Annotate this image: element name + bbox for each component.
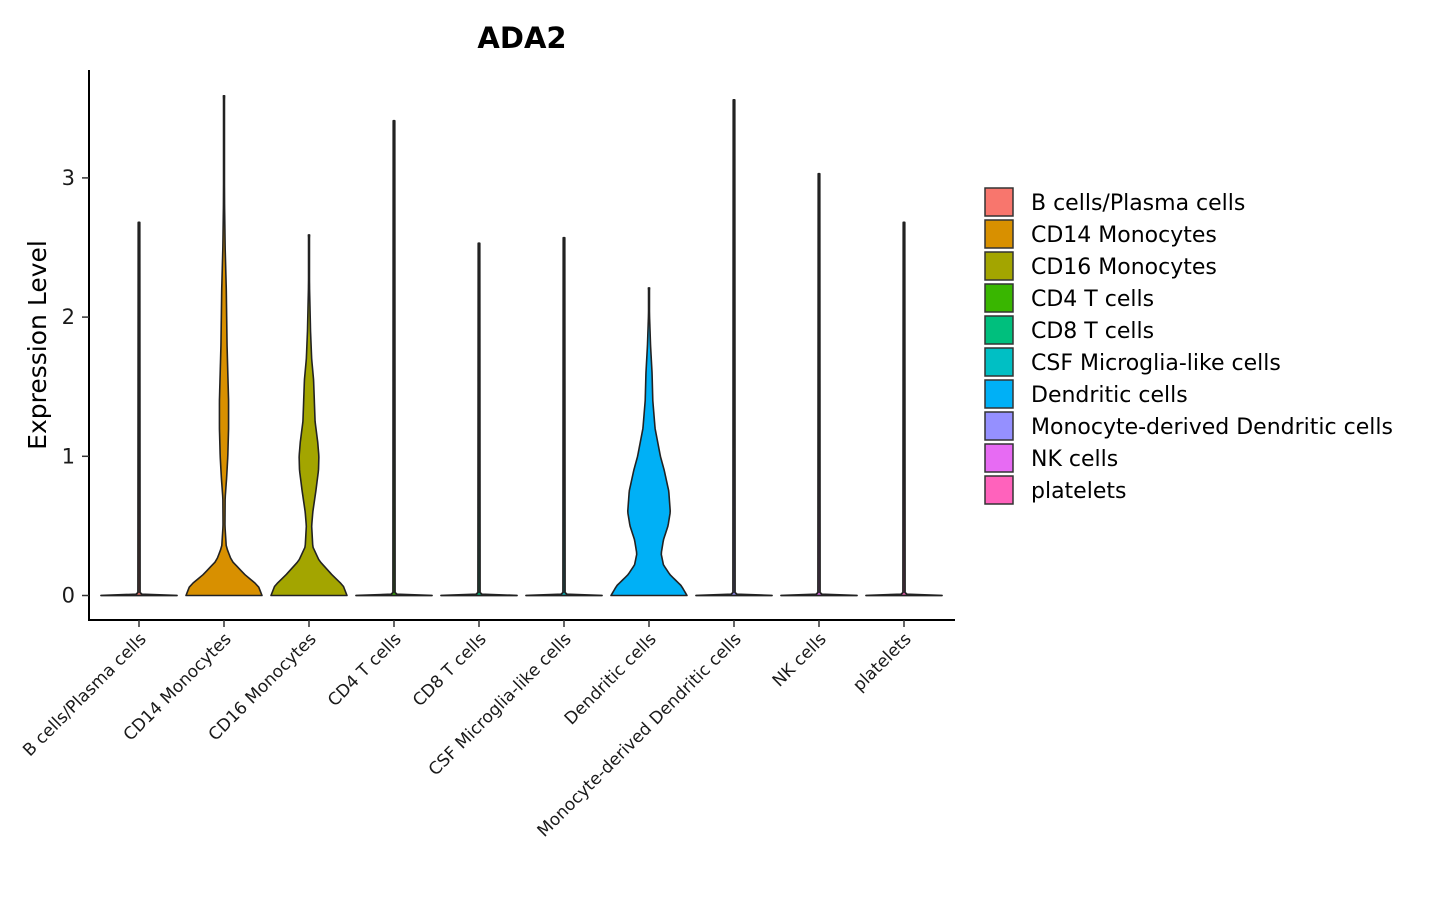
legend-label: Dendritic cells: [1031, 383, 1188, 408]
legend-label: CD8 T cells: [1031, 319, 1154, 344]
x-tick-label: platelets: [849, 629, 915, 695]
y-tick-label: 0: [62, 584, 75, 608]
x-tick-label: CSF Microglia-like cells: [425, 629, 576, 780]
legend-label: CD4 T cells: [1031, 287, 1154, 312]
violin-cd16-monocytes: [270, 234, 348, 597]
violin-monocyte-derived-dendritic-cells: [695, 99, 773, 597]
violin-cd4-t-cells: [355, 119, 433, 597]
x-tick-label: CD8 T cells: [409, 629, 490, 710]
y-axis-label: Expression Level: [23, 240, 52, 450]
legend-label: platelets: [1031, 479, 1126, 504]
violin-cd14-monocytes: [185, 94, 263, 597]
chart-title: ADA2: [477, 21, 566, 55]
y-tick-label: 3: [62, 166, 75, 190]
legend-swatch: [984, 379, 1014, 409]
y-tick-label: 2: [62, 305, 75, 329]
x-tick-label: CD4 T cells: [324, 629, 405, 710]
legend-swatch: [984, 219, 1014, 249]
legend-swatch: [984, 475, 1014, 505]
legend-label: CSF Microglia-like cells: [1031, 351, 1281, 376]
y-tick-label: 1: [62, 444, 75, 468]
violin-nk-cells: [780, 172, 858, 597]
legend-label: NK cells: [1031, 447, 1118, 472]
violin-platelets: [865, 221, 943, 597]
x-tick-label: NK cells: [769, 629, 831, 691]
legend-swatch: [984, 443, 1014, 473]
legend-swatch: [984, 187, 1014, 217]
legend-label: CD14 Monocytes: [1031, 223, 1217, 248]
legend-swatch: [984, 315, 1014, 345]
violin-b-cells-plasma-cells: [100, 221, 178, 597]
legend: B cells/Plasma cells CD14 Monocytes CD16 M…: [984, 187, 1393, 505]
legend-swatch: [984, 283, 1014, 313]
legend-swatch: [984, 411, 1014, 441]
legend-label: Monocyte-derived Dendritic cells: [1031, 415, 1393, 440]
violin-csf-microglia-like-cells: [525, 236, 603, 597]
legend-swatch: [984, 251, 1014, 281]
violin-dendritic-cells: [610, 287, 688, 597]
legend-label: CD16 Monocytes: [1031, 255, 1217, 280]
violin-cd8-t-cells: [440, 242, 518, 597]
legend-swatch: [984, 347, 1014, 377]
legend-label: B cells/Plasma cells: [1031, 191, 1245, 216]
